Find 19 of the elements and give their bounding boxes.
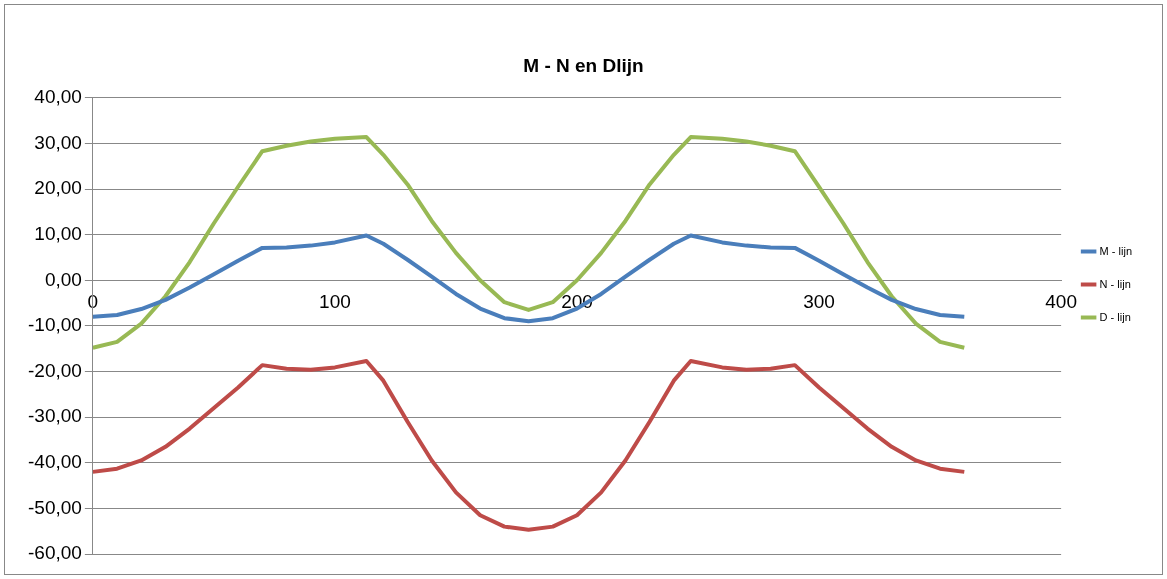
y-tick-label: 20,00 — [34, 177, 82, 199]
legend-label: M - lijn — [1099, 244, 1132, 257]
y-tick-label: -60,00 — [28, 542, 82, 564]
x-tick-label: 400 — [1045, 290, 1077, 312]
legend-label: D - lijn — [1099, 310, 1131, 323]
y-tick-label: -30,00 — [28, 405, 82, 427]
y-tick-label: -40,00 — [28, 450, 82, 472]
x-tick-label: 100 — [319, 290, 351, 312]
y-tick-label: 10,00 — [34, 222, 82, 244]
y-tick-label: -50,00 — [28, 496, 82, 518]
y-tick-label: 40,00 — [34, 86, 82, 108]
y-tick-label: -10,00 — [28, 314, 82, 336]
y-tick-label: 0,00 — [44, 268, 82, 290]
chart-title: M - N en Dlijn — [523, 54, 644, 76]
x-tick-label: 300 — [803, 290, 835, 312]
x-tick-label: 0 — [87, 290, 99, 312]
y-tick-label: 30,00 — [34, 131, 82, 153]
legend-label: N - lijn — [1099, 277, 1131, 290]
y-tick-label: -20,00 — [28, 359, 82, 381]
